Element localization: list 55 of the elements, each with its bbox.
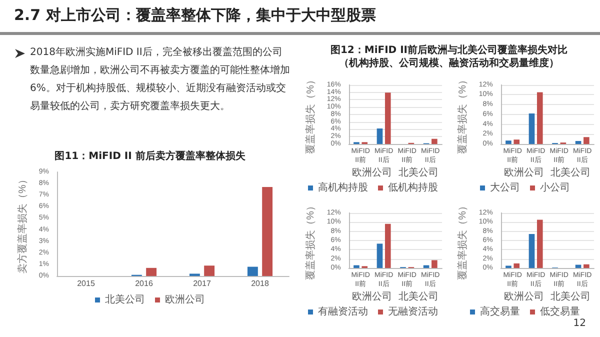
bar <box>146 268 157 276</box>
bar <box>514 263 520 268</box>
y-axis-title: 覆盖率损失（%） <box>456 74 468 154</box>
text: 2018年欧洲实施MiFID II后，完全被移出覆盖范围的公司数量急剧增加，欧洲公司不再被卖方覆盖的可能性整体增加6%。对于机构持股低、规模较小、近期没有融资活动或交易量较低的公司，卖方研究覆盖率损失更大。 <box>30 46 291 114</box>
legend-label: 低交易量 <box>540 306 580 318</box>
chart-subtitle: （机构持股、公司规模、融资活动和交易量维度） <box>338 57 560 70</box>
bar <box>262 187 273 276</box>
bar <box>528 234 535 268</box>
legend-label: 欧洲公司 <box>165 294 205 306</box>
y-axis-title: 覆盖率损失（%） <box>456 200 468 280</box>
bar <box>536 220 543 268</box>
bar <box>423 265 430 268</box>
legend-label: 小公司 <box>540 182 570 194</box>
x-tick-label: 2015 <box>77 279 96 288</box>
chart-title: 图11：MiFID II 前后卖方覆盖率整体损失 <box>54 150 246 163</box>
bar <box>536 92 543 144</box>
bar <box>204 266 215 276</box>
text: 北美公司 <box>398 290 439 302</box>
legend-label: 有融资活动 <box>318 306 368 318</box>
text: 欧洲公司 <box>352 290 392 302</box>
chart-title: 图12：MiFID II前后欧洲与北美公司覆盖率损失对比 <box>330 45 568 56</box>
bar <box>506 140 512 144</box>
bar <box>575 141 582 144</box>
x-tick-label: 2018 <box>251 279 270 288</box>
y-axis-title: 卖方覆盖率损失（%） <box>16 174 28 274</box>
x-tick-label: 2017 <box>193 279 212 288</box>
legend-label: 高机构持股 <box>318 182 368 194</box>
text: 北美公司 <box>550 290 591 302</box>
legend-label: 低机构持股 <box>388 182 438 194</box>
bar <box>584 137 590 144</box>
legend-label: 无融资活动 <box>388 306 438 318</box>
legend-label: 大公司 <box>490 182 520 194</box>
y-axis-title: 覆盖率损失（%） <box>304 74 316 154</box>
bar <box>432 260 438 268</box>
legend-label: 高交易量 <box>480 306 520 318</box>
bar <box>384 92 391 144</box>
bar <box>528 113 535 144</box>
bar <box>376 244 383 268</box>
text: 欧洲公司 <box>504 290 544 302</box>
text: 北美公司 <box>398 166 439 178</box>
bar <box>432 138 438 144</box>
text: 欧洲公司 <box>352 166 392 178</box>
legend-label: 北美公司 <box>105 294 145 306</box>
bar <box>376 128 383 144</box>
y-axis-title: 覆盖率损失（%） <box>304 200 316 280</box>
text: 12 <box>573 318 586 329</box>
bar <box>584 264 590 268</box>
bar <box>384 224 391 268</box>
text: 2.7 对上市公司：覆盖率整体下降，集中于大中型股票 <box>14 6 376 25</box>
text: 欧洲公司 <box>504 166 544 178</box>
bar <box>354 265 360 268</box>
bar <box>247 266 258 276</box>
bar <box>514 140 520 144</box>
text: 北美公司 <box>550 166 591 178</box>
x-tick-label: 2016 <box>135 279 154 288</box>
